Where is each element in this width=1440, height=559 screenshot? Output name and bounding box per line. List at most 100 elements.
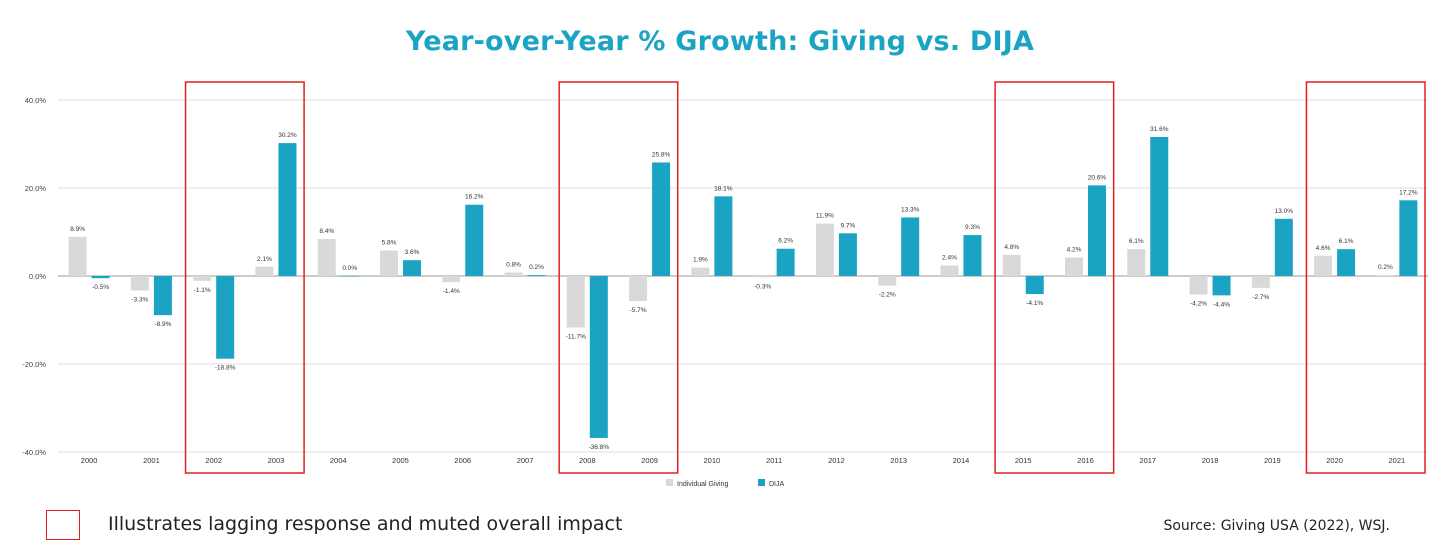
- x-tick-label-2014: 2014: [953, 456, 970, 465]
- giving-bar-2014: [940, 265, 959, 276]
- dija-label-2001: -8.9%: [154, 321, 171, 328]
- giving-bar-2019: [1251, 276, 1270, 288]
- giving-label-2001: -3.3%: [131, 297, 148, 304]
- x-tick-label-2018: 2018: [1202, 456, 1219, 465]
- giving-bar-2021: [1376, 275, 1395, 276]
- giving-bar-2016: [1065, 257, 1083, 276]
- dija-bar-2007: [527, 275, 546, 276]
- dija-bar-2019: [1274, 218, 1293, 276]
- giving-label-2005: 5.8%: [382, 239, 397, 246]
- dija-label-2010: 18.1%: [714, 185, 733, 192]
- giving-bar-2008: [566, 276, 585, 328]
- giving-label-2010: 1.9%: [693, 257, 708, 264]
- giving-bar-2000: [68, 236, 87, 276]
- x-tick-label-2004: 2004: [330, 456, 347, 465]
- dija-label-2014: 9.3%: [965, 224, 980, 231]
- dija-label-2006: 16.2%: [465, 194, 484, 201]
- dija-label-2002: -18.8%: [215, 365, 236, 372]
- chart-title: Year-over-Year % Growth: Giving vs. DIJA: [405, 26, 1035, 57]
- giving-bar-2020: [1314, 255, 1333, 276]
- dija-bar-2020: [1337, 249, 1356, 276]
- giving-bar-2004: [317, 239, 336, 276]
- highlight-box-2020-2021: [1305, 81, 1426, 474]
- dija-bar-2011: [776, 248, 795, 276]
- x-tick-label-2017: 2017: [1139, 456, 1156, 465]
- dija-label-2004: 0.0%: [342, 265, 357, 272]
- x-tick-label-2006: 2006: [454, 456, 471, 465]
- giving-bar-2013: [878, 276, 897, 286]
- dija-label-2019: 13.0%: [1275, 208, 1294, 215]
- giving-bar-2018: [1189, 276, 1208, 295]
- giving-label-2013: -2.2%: [879, 292, 896, 299]
- bars: [68, 136, 1418, 438]
- giving-label-2006: -1.4%: [443, 288, 460, 295]
- dija-bar-2009: [652, 162, 671, 276]
- dija-bar-2005: [403, 260, 421, 276]
- dija-label-2017: 31.6%: [1150, 126, 1169, 133]
- giving-bar-2015: [1002, 254, 1021, 276]
- dija-bar-2008: [589, 276, 608, 438]
- x-tick-label-2005: 2005: [392, 456, 409, 465]
- x-tick-label-2016: 2016: [1077, 456, 1094, 465]
- dija-label-2007: 0.2%: [529, 264, 544, 271]
- highlight-box-2002-2003: [184, 81, 305, 474]
- giving-label-2007: 0.8%: [506, 261, 521, 268]
- giving-label-2020: 4.6%: [1316, 245, 1331, 252]
- giving-bar-2002: [193, 276, 212, 281]
- dija-bar-2002: [216, 276, 235, 359]
- dija-label-2008: -36.8%: [589, 444, 610, 451]
- dija-label-2005: 3.6%: [405, 249, 420, 256]
- dija-label-2000: -0.5%: [92, 284, 109, 291]
- dija-bar-2001: [153, 276, 172, 316]
- x-tick-label-2000: 2000: [81, 456, 98, 465]
- x-tick-label-2021: 2021: [1389, 456, 1406, 465]
- giving-bar-2006: [442, 276, 461, 283]
- giving-bar-2010: [691, 267, 710, 276]
- giving-label-2021: 0.2%: [1378, 264, 1393, 271]
- y-tick-label: 20.0%: [25, 184, 47, 193]
- giving-bar-2005: [380, 250, 398, 276]
- x-tick-label-2015: 2015: [1015, 456, 1032, 465]
- x-tick-label-2011: 2011: [766, 456, 782, 465]
- giving-label-2019: -2.7%: [1252, 294, 1269, 301]
- dija-label-2021: 17.2%: [1399, 189, 1418, 196]
- legend-label-dija: DIJA: [769, 481, 785, 488]
- dija-bar-2004: [340, 276, 359, 277]
- dija-bar-2015: [1025, 276, 1044, 295]
- dija-bar-2003: [278, 143, 297, 276]
- x-tick-label-2001: 2001: [143, 456, 160, 465]
- x-axis-tick-labels: 2000 2001 2002 2003 2004 2005 2006 2007 2008 2009…: [81, 456, 1405, 465]
- bar-chart: 40.0% 20.0% 0.0% -20.0% -40.0% 8.9% -0.5% -3.3…: [22, 81, 1428, 488]
- dija-bar-2000: [91, 276, 110, 279]
- dija-bar-2006: [465, 204, 484, 276]
- giving-bar-2009: [629, 276, 648, 302]
- data-labels: 8.9% -0.5% -3.3% -8.9% -1.1% -18.8% 2.1% 30.2% 8…: [70, 126, 1418, 451]
- y-tick-label: -20.0%: [22, 360, 46, 369]
- giving-label-2017: 6.1%: [1129, 238, 1144, 245]
- giving-bar-2012: [815, 223, 834, 276]
- x-tick-label-2007: 2007: [517, 456, 534, 465]
- giving-label-2004: 8.4%: [319, 228, 334, 235]
- legend-swatch-giving: [666, 479, 673, 486]
- giving-bar-2003: [255, 266, 274, 276]
- giving-label-2008: -11.7%: [566, 333, 586, 340]
- giving-label-2016: 4.2%: [1067, 247, 1082, 254]
- x-tick-label-2012: 2012: [828, 456, 845, 465]
- legend-label-giving: Individual Giving: [677, 481, 728, 488]
- giving-bar-2007: [504, 272, 523, 276]
- highlight-box-2015-2016: [994, 81, 1115, 474]
- giving-label-2003: 2.1%: [257, 256, 272, 263]
- dija-label-2003: 30.2%: [278, 132, 297, 139]
- giving-bar-2017: [1127, 249, 1146, 276]
- dija-bar-2010: [714, 196, 733, 276]
- highlight-legend-swatch: [46, 510, 80, 540]
- dija-label-2015: -4.1%: [1026, 300, 1043, 307]
- dija-bar-2014: [963, 235, 982, 276]
- x-tick-label-2009: 2009: [641, 456, 658, 465]
- dija-bar-2017: [1150, 136, 1169, 276]
- giving-label-2011: -0.3%: [754, 283, 771, 290]
- dija-label-2012: 9.7%: [840, 222, 855, 229]
- dija-label-2013: 13.3%: [901, 206, 920, 213]
- dija-bar-2021: [1399, 200, 1418, 276]
- giving-label-2002: -1.1%: [194, 287, 211, 294]
